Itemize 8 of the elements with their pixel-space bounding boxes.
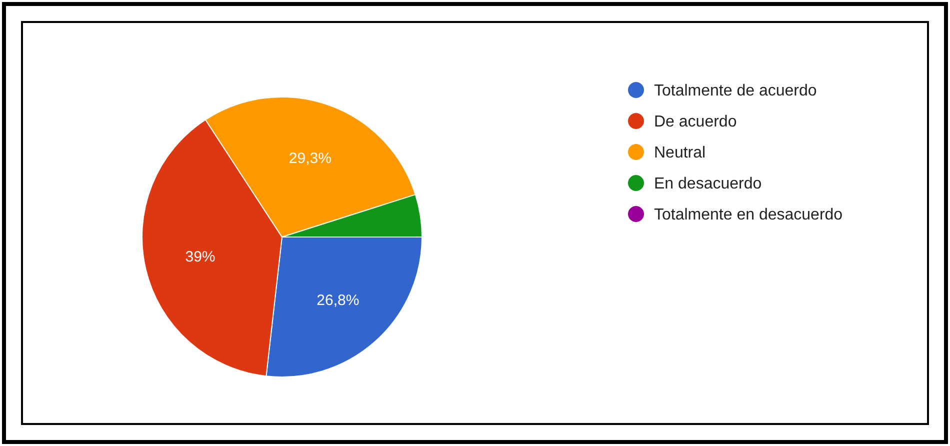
legend-label: Totalmente en desacuerdo [654,206,843,224]
data-label: 29,3% [288,150,332,168]
data-label: 26,8% [316,292,360,309]
data-label: 39% [185,248,216,266]
legend-label: En desacuerdo [654,176,762,193]
legend-label: De acuerdo [654,114,737,131]
legend-label: Totalmente de acuerdo [654,82,817,100]
legend-label: Neutral [654,144,706,162]
